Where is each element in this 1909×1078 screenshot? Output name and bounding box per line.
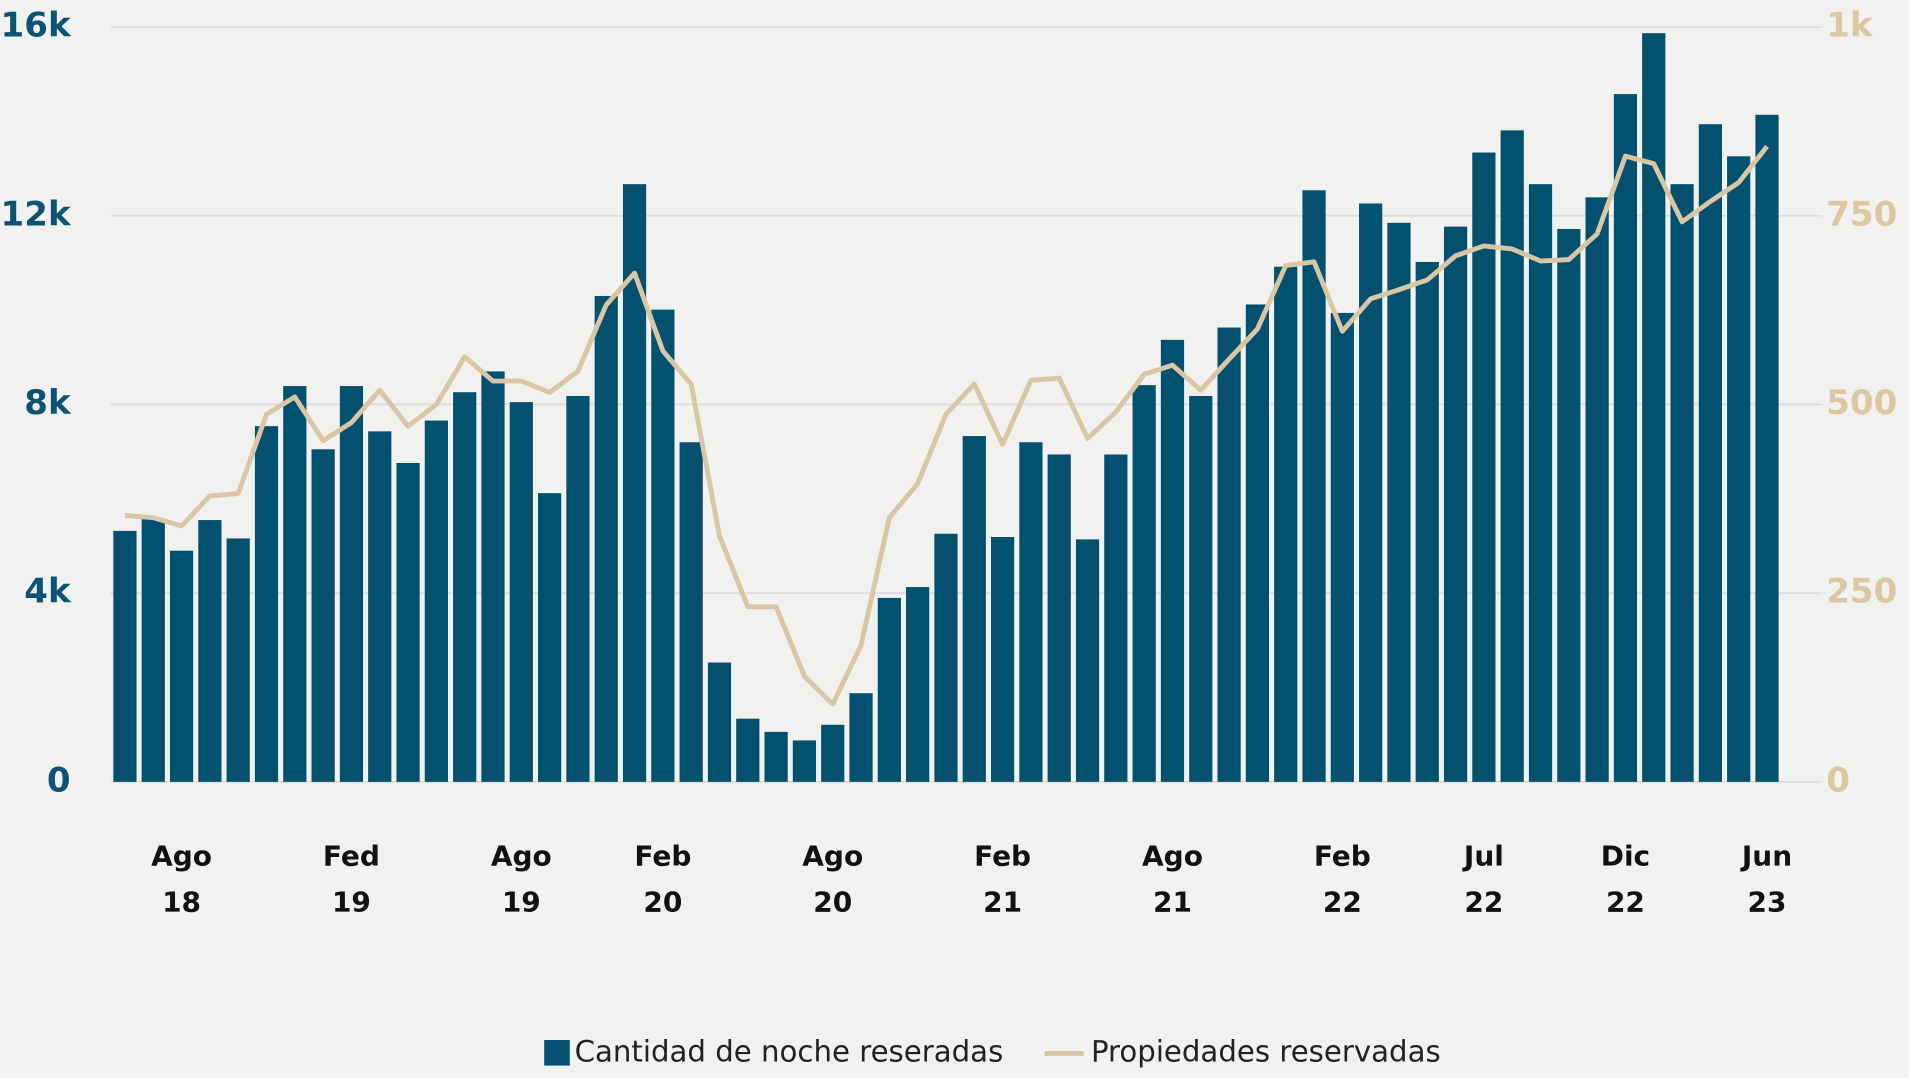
bar [311,449,335,782]
bar [1415,261,1439,782]
bar [141,519,165,782]
legend-label: Cantidad de noche reseradas [575,1034,1004,1068]
bar [1330,312,1354,782]
bar [707,662,732,782]
x-tick-label: Ago 18 [151,839,212,918]
x-tick-label: Fed 19 [323,839,380,918]
x-tick-label: Ago 20 [802,839,863,918]
bar [1359,203,1383,782]
bar [1472,152,1496,782]
bar [1670,184,1694,782]
bar [934,533,958,782]
bar [1613,94,1638,782]
x-tick-label: Jul 22 [1462,839,1504,918]
bar [849,693,873,782]
x-tick-label: Jun 23 [1740,839,1792,918]
bar [1245,304,1270,782]
y2-tick-label: 0 [1826,760,1850,800]
legend-swatch [544,1039,570,1066]
bar [113,530,137,782]
y-tick-label: 12k [1,194,72,234]
y-tick-label: 0 [47,760,71,800]
x-tick-label: Feb 21 [974,839,1031,918]
bar [962,436,986,782]
bar [821,724,845,782]
bar [1557,228,1581,782]
bar [169,550,194,782]
bar [283,386,307,782]
y-tick-label: 16k [1,6,72,46]
bar [1189,395,1213,782]
bar [736,718,760,782]
bar [1755,114,1779,782]
bar [424,420,448,782]
bar [1047,454,1071,782]
x-tick-label: Feb 22 [1314,839,1371,918]
bar [1132,385,1156,782]
line [124,144,1769,707]
bar [1698,124,1722,782]
bar [906,587,930,782]
y2-tick-label: 1k [1826,6,1874,46]
bar [990,537,1015,782]
bar [622,184,647,782]
bar [1387,222,1411,782]
bar [226,538,250,782]
bar [1075,539,1100,782]
x-tick-label: Feb 20 [634,839,691,918]
bar [453,392,477,782]
bar [339,386,364,782]
bar [877,597,901,782]
x-tick-label: Ago 19 [491,839,552,918]
y-tick-label: 4k [24,572,72,612]
bar [1727,156,1751,782]
bar [368,431,392,782]
bar [1642,33,1666,782]
bar [1019,442,1043,782]
y2-tick-label: 750 [1826,194,1897,234]
bar [594,295,618,782]
y2-tick-label: 500 [1826,383,1897,423]
bar [1443,226,1468,782]
bar [1302,190,1326,782]
bar [1528,184,1553,782]
bar [396,462,420,782]
bar [538,493,562,782]
bar [651,309,675,782]
bar [764,731,788,782]
y-tick-label: 8k [24,383,72,423]
bar [509,402,533,782]
bar [1104,454,1128,782]
bar [566,395,590,782]
bar [1500,130,1524,782]
bar [198,520,222,782]
bar [254,426,279,782]
bar [1274,266,1298,782]
x-tick-label: Dic 22 [1601,839,1650,918]
bar [1585,197,1609,782]
bar [679,442,703,782]
x-tick-label: Ago 21 [1142,839,1203,918]
bar [792,740,817,782]
bar [1160,339,1185,782]
y2-tick-label: 250 [1826,572,1897,612]
bar [481,371,505,782]
legend-label: Propiedades reservadas [1091,1034,1441,1068]
bar [1217,327,1241,782]
